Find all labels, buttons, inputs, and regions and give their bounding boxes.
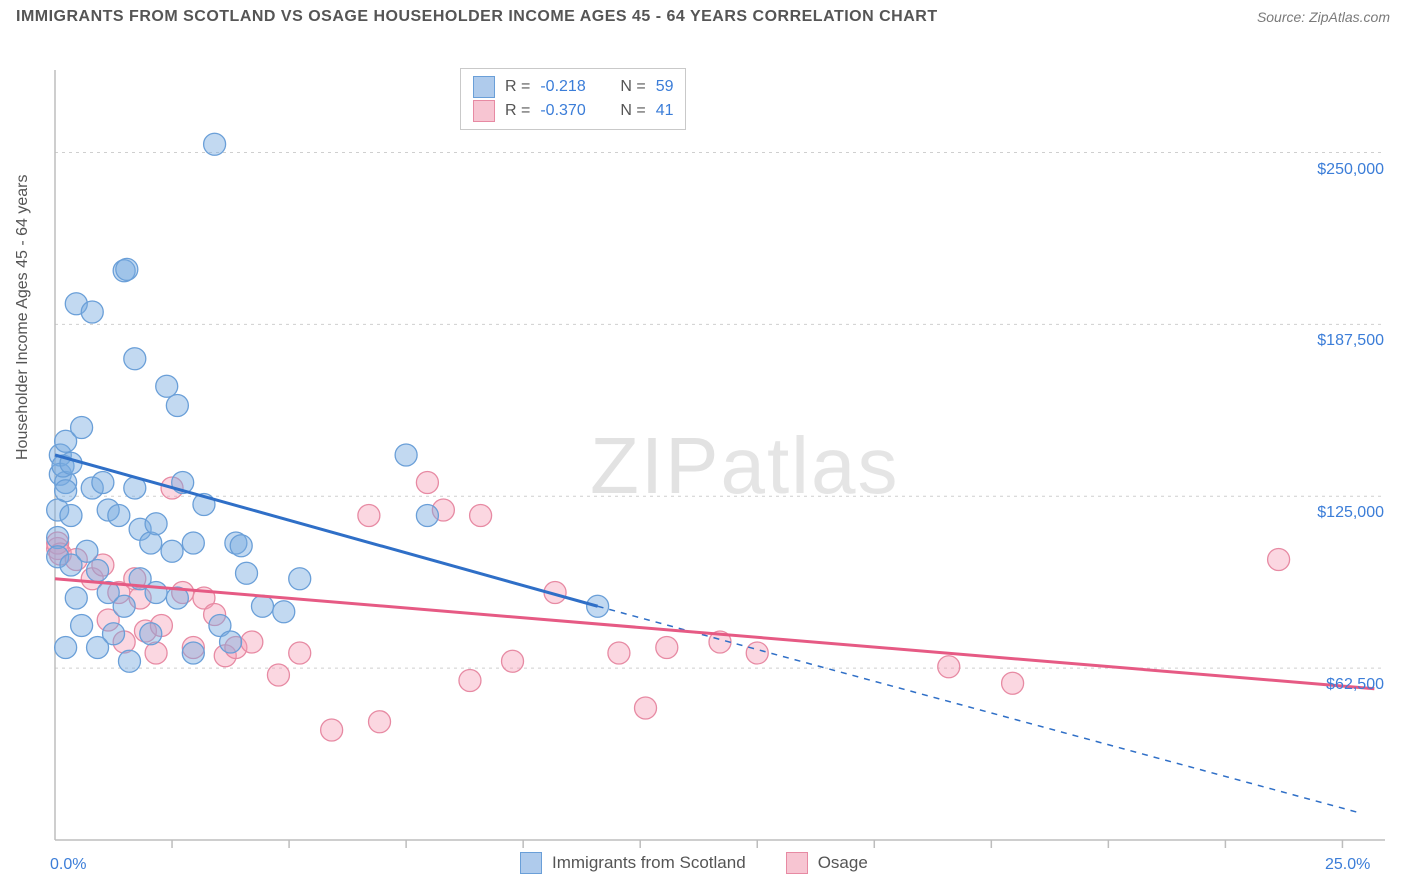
chart-title: IMMIGRANTS FROM SCOTLAND VS OSAGE HOUSEH… — [16, 8, 938, 26]
n-value: 59 — [656, 75, 674, 99]
swatch-blue-icon — [520, 852, 542, 874]
y-axis-label: Householder Income Ages 45 - 64 years — [14, 175, 32, 461]
series-legend: Immigrants from Scotland Osage — [520, 852, 868, 874]
legend-item-label: Immigrants from Scotland — [552, 853, 746, 873]
r-label: R = — [505, 99, 530, 123]
n-value: 41 — [656, 99, 674, 123]
scatter-chart-svg — [0, 30, 1406, 880]
swatch-pink-icon — [786, 852, 808, 874]
chart-area: Householder Income Ages 45 - 64 years ZI… — [0, 30, 1406, 880]
r-value: -0.218 — [540, 75, 610, 99]
y-tick-label: $187,500 — [1317, 332, 1384, 350]
r-value: -0.370 — [540, 99, 610, 123]
r-label: R = — [505, 75, 530, 99]
legend-stat-row: R = -0.370 N = 41 — [473, 99, 673, 123]
n-label: N = — [620, 99, 645, 123]
legend-item: Osage — [786, 852, 868, 874]
swatch-pink-icon — [473, 100, 495, 122]
legend-stat-row: R = -0.218 N = 59 — [473, 75, 673, 99]
x-max-label: 25.0% — [1325, 856, 1370, 874]
n-label: N = — [620, 75, 645, 99]
correlation-legend: R = -0.218 N = 59 R = -0.370 N = 41 — [460, 68, 686, 130]
y-tick-label: $62,500 — [1326, 676, 1384, 694]
swatch-blue-icon — [473, 76, 495, 98]
legend-item: Immigrants from Scotland — [520, 852, 746, 874]
x-min-label: 0.0% — [50, 856, 86, 874]
y-tick-label: $250,000 — [1317, 161, 1384, 179]
header: IMMIGRANTS FROM SCOTLAND VS OSAGE HOUSEH… — [0, 0, 1406, 30]
legend-item-label: Osage — [818, 853, 868, 873]
source-attribution: Source: ZipAtlas.com — [1257, 9, 1390, 25]
y-tick-label: $125,000 — [1317, 504, 1384, 522]
